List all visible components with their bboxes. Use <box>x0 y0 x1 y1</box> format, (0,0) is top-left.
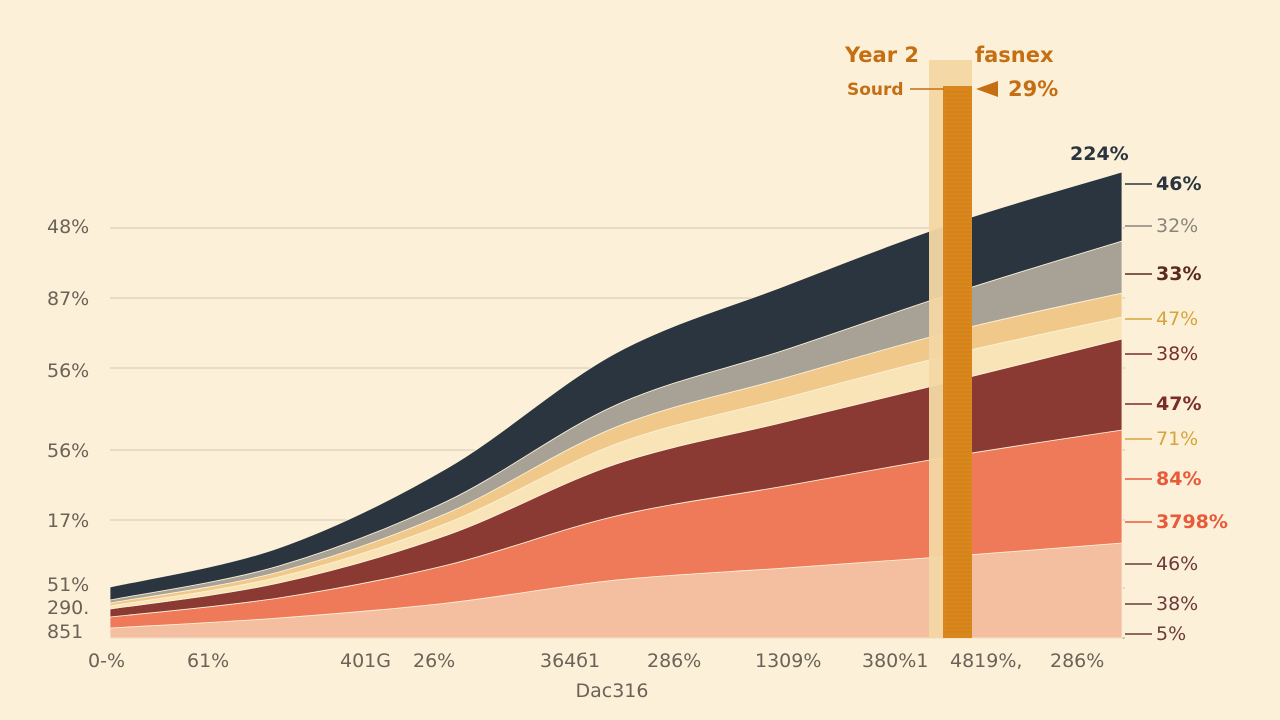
x-tick-label: 61% <box>187 650 229 672</box>
y-tick-label: 56% <box>47 440 89 462</box>
y-tick-label: 51% <box>47 574 89 596</box>
top-total-label: 224% <box>1070 143 1129 165</box>
x-tick-label: 286% <box>1050 650 1104 672</box>
right-series-label: 33% <box>1156 263 1201 285</box>
highlight-value: 29% <box>1008 77 1058 101</box>
x-tick-label: 0-% <box>88 650 125 672</box>
y-tick-label: 87% <box>47 288 89 310</box>
right-series-label: 46% <box>1156 173 1201 195</box>
y-tick-label: 851 <box>47 621 83 643</box>
x-axis-ticks: 0-% 61% 401G 26% 364б1 286% 1309% 380%1 4819%, 28… <box>88 650 1104 672</box>
y-tick-label: 56% <box>47 360 89 382</box>
right-series-labels: 46% 32% 33% 47% 38% 47% 71% 84% 3798% 46% 38% 5% <box>1125 173 1228 645</box>
right-series-label: 3798% <box>1156 511 1228 533</box>
x-tick-label: 401G <box>340 650 391 672</box>
right-series-label: 38% <box>1156 593 1198 615</box>
right-series-label: 32% <box>1156 215 1198 237</box>
highlight-bar <box>943 86 972 638</box>
right-series-label: 47% <box>1156 308 1198 330</box>
x-tick-label: 1309% <box>755 650 821 672</box>
right-series-label: 47% <box>1156 393 1201 415</box>
right-series-label: 71% <box>1156 428 1198 450</box>
x-tick-label: 4819%, <box>950 650 1022 672</box>
x-tick-label: 364б1 <box>540 650 600 672</box>
x-tick-label: 286% <box>647 650 701 672</box>
area-series <box>109 171 1123 639</box>
highlight-arrow-icon <box>976 81 998 97</box>
header-title-right: fasnex <box>975 43 1054 67</box>
y-tick-label: 48% <box>47 216 89 238</box>
area-series-7 <box>109 171 1123 601</box>
highlight-column <box>929 60 972 638</box>
right-series-label: 5% <box>1156 623 1186 645</box>
y-axis-ticks: 48% 87% 56% 56% 17% 51%290.851 <box>47 216 89 643</box>
source-label: Sourd <box>847 80 904 100</box>
x-tick-label: 380%1 <box>862 650 928 672</box>
y-tick-label: 17% <box>47 510 89 532</box>
x-tick-label: 26% <box>413 650 455 672</box>
x-axis-label: Dac316 <box>576 680 649 702</box>
y-tick-label: 290. <box>47 597 89 619</box>
right-series-label: 46% <box>1156 553 1198 575</box>
right-series-label: 38% <box>1156 343 1198 365</box>
right-series-label: 84% <box>1156 468 1201 490</box>
header-title-left: Year 2 <box>844 43 919 67</box>
